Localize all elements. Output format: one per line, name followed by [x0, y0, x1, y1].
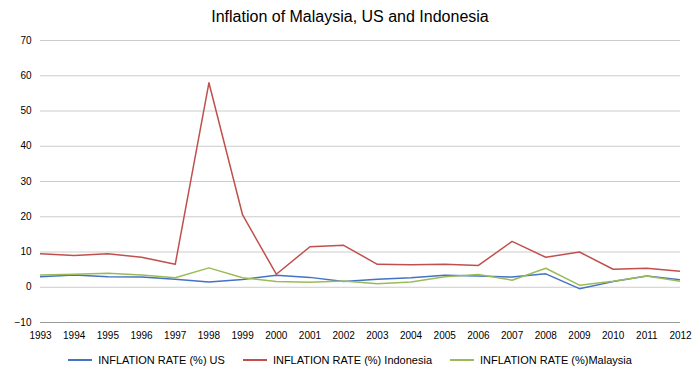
svg-text:1997: 1997: [164, 330, 187, 341]
svg-text:1995: 1995: [97, 330, 120, 341]
svg-text:2002: 2002: [333, 330, 356, 341]
html-text:INFLATION RATE (%) US: INFLATION RATE (%) US: [98, 354, 225, 366]
html-text:INFLATION RATE (%)Malaysia: INFLATION RATE (%)Malaysia: [480, 354, 632, 366]
svg-text:10: 10: [20, 246, 32, 257]
svg-text:2010: 2010: [602, 330, 625, 341]
svg-text:2008: 2008: [535, 330, 558, 341]
svg-text:0: 0: [26, 281, 32, 292]
svg-text:−10: −10: [15, 317, 32, 328]
html-text:INFLATION RATE (%) Indonesia: INFLATION RATE (%) Indonesia: [272, 354, 432, 366]
svg-text:1996: 1996: [130, 330, 153, 341]
svg-text:1994: 1994: [63, 330, 86, 341]
svg-text:1998: 1998: [198, 330, 221, 341]
svg-text:2009: 2009: [568, 330, 591, 341]
svg-text:30: 30: [20, 176, 32, 187]
svg-text:60: 60: [20, 70, 32, 81]
svg-text:2004: 2004: [400, 330, 423, 341]
svg-text:1999: 1999: [231, 330, 254, 341]
svg-text:2006: 2006: [467, 330, 490, 341]
svg-text:2007: 2007: [501, 330, 524, 341]
svg-text:2001: 2001: [299, 330, 322, 341]
svg-text:2011: 2011: [636, 330, 658, 341]
html-text:Inflation of Malaysia, US and: Inflation of Malaysia, US and Indonesia: [211, 8, 489, 25]
svg-text:20: 20: [20, 211, 32, 222]
svg-text:2000: 2000: [265, 330, 288, 341]
svg-text:1993: 1993: [29, 330, 52, 341]
svg-text:2012: 2012: [669, 330, 692, 341]
svg-text:50: 50: [20, 105, 32, 116]
svg-text:70: 70: [20, 35, 32, 46]
svg-text:2005: 2005: [434, 330, 457, 341]
svg-text:40: 40: [20, 140, 32, 151]
svg-text:2003: 2003: [366, 330, 389, 341]
